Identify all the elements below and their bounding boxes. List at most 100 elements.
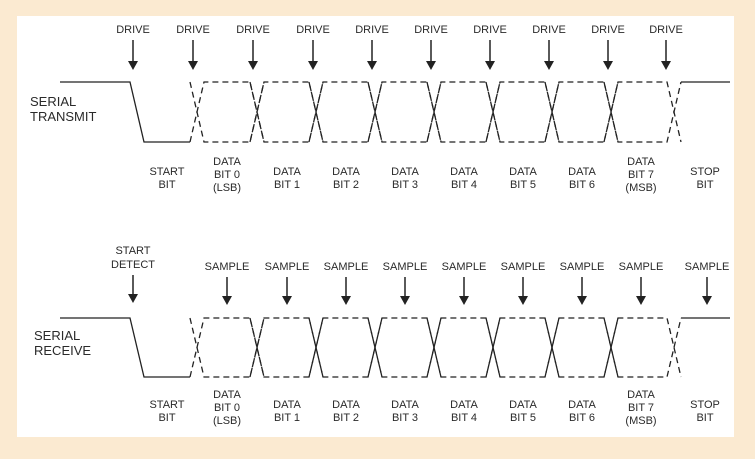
drive-marker-arrow-head bbox=[128, 61, 138, 70]
bit-label-line: BIT 6 bbox=[569, 179, 595, 191]
waveform-data-bit-low bbox=[249, 317, 324, 378]
timing-diagram-panel bbox=[17, 16, 734, 437]
bit-label-line: DATA bbox=[213, 156, 241, 168]
serial-receive-waveform bbox=[60, 317, 730, 378]
start-detect-label-line1: START bbox=[115, 245, 150, 257]
waveform-data-bit-high bbox=[249, 81, 324, 143]
bit-label-line: STOP bbox=[690, 166, 720, 178]
sample-marker-label: SAMPLE bbox=[501, 261, 546, 273]
waveform-data-bit-low bbox=[249, 81, 324, 143]
bit-label-line: DATA bbox=[213, 389, 241, 401]
bit-label-line: BIT bbox=[696, 179, 713, 191]
waveform-data-bit-high bbox=[308, 317, 383, 378]
bit-label-line: (LSB) bbox=[213, 415, 241, 427]
bit-label-line: DATA bbox=[509, 399, 537, 411]
waveform-data-bit-low bbox=[485, 317, 560, 378]
serial-transmit-waveform bbox=[60, 81, 730, 143]
drive-marker-arrow-head bbox=[603, 61, 613, 70]
bit-label-line: BIT 0 bbox=[214, 169, 240, 181]
waveform-data-bit-high bbox=[426, 317, 501, 378]
bit-label-line: START bbox=[149, 166, 184, 178]
sample-markers: SAMPLE SAMPLE SAMPLE SAMPLE SAMPLE SAMPLE SAMP… bbox=[205, 261, 730, 305]
bit-label-line: BIT 3 bbox=[392, 179, 418, 191]
serial-receive-label-line1: SERIAL bbox=[34, 328, 80, 343]
bit-label-line: STOP bbox=[690, 399, 720, 411]
serial-transmit-label-line2: TRANSMIT bbox=[30, 109, 97, 124]
waveform-data-bit-high bbox=[367, 81, 442, 143]
sample-marker-label: SAMPLE bbox=[383, 261, 428, 273]
bit-label-line: BIT 4 bbox=[451, 179, 477, 191]
waveform-data-bit-high bbox=[367, 317, 442, 378]
bit-label-line: DATA bbox=[450, 166, 478, 178]
waveform-data-bit-low bbox=[189, 317, 265, 378]
bit-label-line: (MSB) bbox=[625, 182, 656, 194]
waveform-data-bit-low bbox=[426, 81, 501, 143]
waveform-data-bit-low bbox=[485, 81, 560, 143]
waveform-data-bit-low bbox=[189, 81, 265, 143]
waveform-data-bit-high bbox=[485, 317, 560, 378]
waveform-data-bit-high bbox=[426, 81, 501, 143]
sample-marker-label: SAMPLE bbox=[265, 261, 310, 273]
serial-receive-label-line2: RECEIVE bbox=[34, 343, 91, 358]
sample-marker-arrow-head bbox=[518, 296, 528, 305]
bit-label-line: BIT 1 bbox=[274, 179, 300, 191]
waveform-data-bit-high bbox=[308, 81, 383, 143]
bit-label-line: BIT bbox=[158, 412, 175, 424]
waveform-data-bit-high bbox=[485, 81, 560, 143]
bit-label-line: DATA bbox=[273, 399, 301, 411]
bit-label-line: DATA bbox=[509, 166, 537, 178]
waveform-data-bit-high bbox=[249, 317, 324, 378]
bit-label-line: DATA bbox=[332, 166, 360, 178]
sample-marker-arrow-head bbox=[577, 296, 587, 305]
drive-marker-arrow-head bbox=[544, 61, 554, 70]
waveform-data-bit-low bbox=[603, 81, 682, 143]
bit-label-line: DATA bbox=[450, 399, 478, 411]
drive-marker-label: DRIVE bbox=[473, 24, 507, 36]
sample-marker-label: SAMPLE bbox=[685, 261, 730, 273]
drive-marker-arrow-head bbox=[485, 61, 495, 70]
bit-label-line: DATA bbox=[391, 166, 419, 178]
bit-label-line: BIT 7 bbox=[628, 169, 654, 181]
sample-marker-label: SAMPLE bbox=[324, 261, 369, 273]
bit-label-line: (MSB) bbox=[625, 415, 656, 427]
serial-transmit-section: SERIAL TRANSMIT DRIVE DRIVE DRIVE DRIVE DRIV… bbox=[30, 24, 730, 194]
serial-receive-section: SERIAL RECEIVE START DETECT SAMPLE SAMPLE… bbox=[34, 245, 730, 427]
sample-marker-arrow-head bbox=[636, 296, 646, 305]
drive-marker-arrow-head bbox=[188, 61, 198, 70]
drive-marker-label: DRIVE bbox=[414, 24, 448, 36]
start-detect-arrow-head bbox=[128, 294, 138, 303]
drive-marker-label: DRIVE bbox=[296, 24, 330, 36]
bit-label-line: DATA bbox=[627, 389, 655, 401]
bit-label-line: BIT 0 bbox=[214, 402, 240, 414]
bit-label-line: BIT 3 bbox=[392, 412, 418, 424]
drive-marker-label: DRIVE bbox=[176, 24, 210, 36]
serial-transmit-label-line1: SERIAL bbox=[30, 94, 76, 109]
drive-markers: DRIVE DRIVE DRIVE DRIVE DRIVE DRIVE DRIVE DRIVE… bbox=[116, 24, 683, 70]
drive-marker-label: DRIVE bbox=[591, 24, 625, 36]
waveform-data-bit-low bbox=[544, 81, 619, 143]
sample-marker-arrow-head bbox=[702, 296, 712, 305]
waveform-data-bit-low bbox=[308, 317, 383, 378]
sample-marker-label: SAMPLE bbox=[442, 261, 487, 273]
sample-marker-label: SAMPLE bbox=[619, 261, 664, 273]
sample-marker-arrow-head bbox=[459, 296, 469, 305]
drive-marker-arrow-head bbox=[367, 61, 377, 70]
bit-label-line: DATA bbox=[627, 156, 655, 168]
waveform-data-bit-high bbox=[544, 317, 619, 378]
drive-marker-label: DRIVE bbox=[236, 24, 270, 36]
drive-marker-label: DRIVE bbox=[649, 24, 683, 36]
drive-marker-label: DRIVE bbox=[532, 24, 566, 36]
bit-label-line: BIT bbox=[158, 179, 175, 191]
start-detect-marker: START DETECT bbox=[111, 245, 155, 303]
sample-marker-arrow-head bbox=[222, 296, 232, 305]
waveform-data-bit-low bbox=[367, 317, 442, 378]
sample-marker-arrow-head bbox=[400, 296, 410, 305]
waveform-start-segment bbox=[60, 317, 190, 378]
bit-label-line: BIT 1 bbox=[274, 412, 300, 424]
bit-label-line: DATA bbox=[273, 166, 301, 178]
bit-label-line: BIT 2 bbox=[333, 412, 359, 424]
drive-marker-label: DRIVE bbox=[355, 24, 389, 36]
waveform-data-bit-high bbox=[189, 317, 265, 378]
